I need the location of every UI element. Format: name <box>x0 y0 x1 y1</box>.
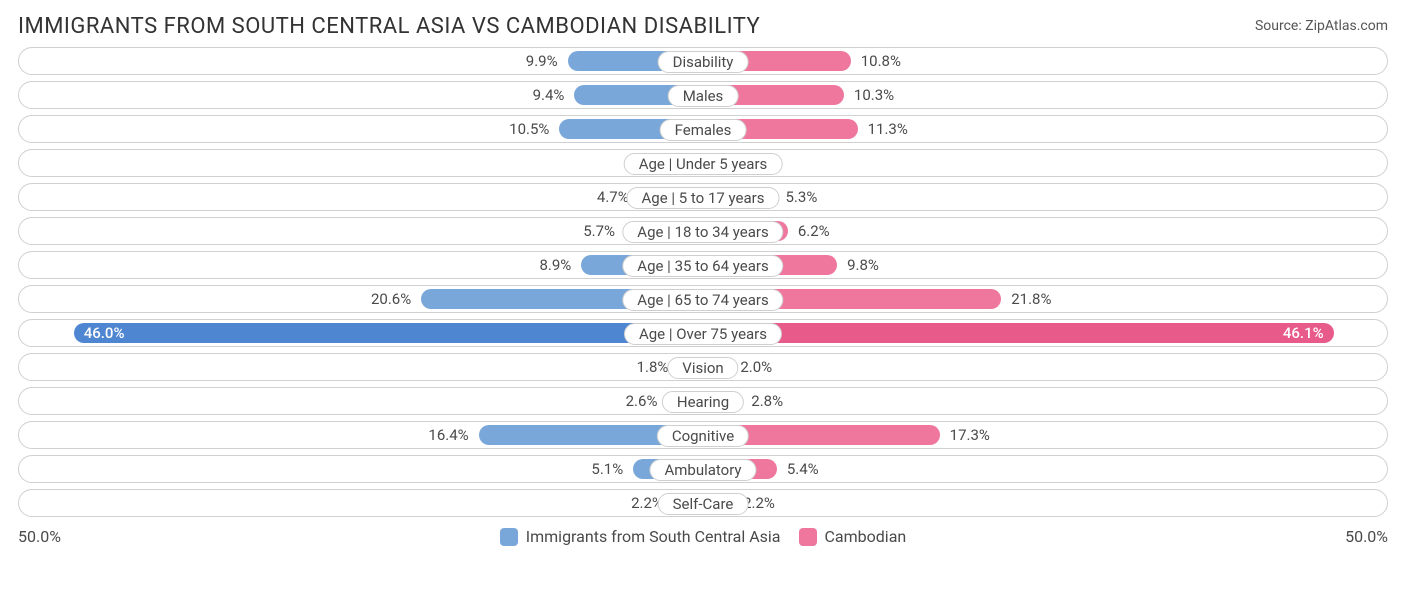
chart-row: 5.7% 6.2%Age | 18 to 34 years <box>18 217 1388 245</box>
chart-source: Source: ZipAtlas.com <box>1255 14 1388 34</box>
category-pill: Age | 35 to 64 years <box>622 255 783 277</box>
category-pill: Cognitive <box>657 425 749 447</box>
legend-swatch-icon <box>799 528 817 546</box>
bar-left <box>74 323 703 343</box>
chart-row: 9.4% 10.3% Males <box>18 81 1388 109</box>
value-label-left: 20.6% <box>371 285 421 313</box>
bar-right <box>703 323 1334 343</box>
category-pill: Self-Care <box>658 493 749 515</box>
chart-title: IMMIGRANTS FROM SOUTH CENTRAL ASIA VS CA… <box>18 14 760 39</box>
value-label-left: 8.9% <box>539 251 581 279</box>
category-pill: Age | Over 75 years <box>624 323 782 345</box>
legend-row: 50.0% Immigrants from South Central Asia… <box>0 523 1406 546</box>
category-pill: Females <box>660 119 747 141</box>
value-label-right: 46.1% <box>1283 319 1334 347</box>
value-label-left: 10.5% <box>509 115 559 143</box>
category-pill: Vision <box>667 357 738 379</box>
chart-row: 2.6%2.8%Hearing <box>18 387 1388 415</box>
value-label-right: 17.3% <box>940 421 990 449</box>
chart-row: 10.5% 11.3% Females <box>18 115 1388 143</box>
chart-row: 9.9% 10.8% Disability <box>18 47 1388 75</box>
legend-item-left: Immigrants from South Central Asia <box>500 527 781 546</box>
legend-label-left: Immigrants from South Central Asia <box>526 527 781 546</box>
category-pill: Age | 5 to 17 years <box>627 187 780 209</box>
chart-row: 2.2%2.2%Self-Care <box>18 489 1388 517</box>
value-label-left: 5.1% <box>591 455 633 483</box>
legend-label-right: Cambodian <box>825 527 907 546</box>
category-pill: Age | 18 to 34 years <box>622 221 783 243</box>
value-label-right: 5.4% <box>777 455 819 483</box>
chart-row: 1.8%2.0%Vision <box>18 353 1388 381</box>
axis-max-left: 50.0% <box>18 527 61 546</box>
value-label-right: 5.3% <box>776 183 818 211</box>
legend-swatch-icon <box>500 528 518 546</box>
category-pill: Disability <box>658 51 749 73</box>
chart-row: 8.9% 9.8% Age | 35 to 64 years <box>18 251 1388 279</box>
chart-row: 46.0% 46.1% Age | Over 75 years <box>18 319 1388 347</box>
category-pill: Age | 65 to 74 years <box>622 289 783 311</box>
chart-row: 4.7%5.3%Age | 5 to 17 years <box>18 183 1388 211</box>
chart-row: 1.0%1.2%Age | Under 5 years <box>18 149 1388 177</box>
category-pill: Hearing <box>662 391 744 413</box>
value-label-left: 9.4% <box>533 81 575 109</box>
value-label-left: 46.0% <box>74 319 125 347</box>
value-label-right: 10.8% <box>851 47 901 75</box>
chart-row: 16.4% 17.3% Cognitive <box>18 421 1388 449</box>
value-label-left: 9.9% <box>526 47 568 75</box>
axis-max-right: 50.0% <box>1345 527 1388 546</box>
value-label-right: 9.8% <box>837 251 879 279</box>
category-pill: Males <box>668 85 739 107</box>
value-label-right: 11.3% <box>858 115 908 143</box>
category-pill: Ambulatory <box>649 459 756 481</box>
chart-row: 5.1% 5.4% Ambulatory <box>18 455 1388 483</box>
value-label-right: 21.8% <box>1001 285 1051 313</box>
value-label-right: 2.8% <box>741 387 783 415</box>
value-label-right: 10.3% <box>844 81 894 109</box>
diverging-bar-chart: 9.9% 10.8% Disability 9.4% 10.3% Males 10.5% 11… <box>0 47 1406 517</box>
category-pill: Age | Under 5 years <box>624 153 783 175</box>
value-label-left: 5.7% <box>583 217 625 245</box>
value-label-left: 16.4% <box>428 421 478 449</box>
value-label-right: 6.2% <box>788 217 830 245</box>
legend-item-right: Cambodian <box>799 527 907 546</box>
chart-row: 20.6% 21.8% Age | 65 to 74 years <box>18 285 1388 313</box>
